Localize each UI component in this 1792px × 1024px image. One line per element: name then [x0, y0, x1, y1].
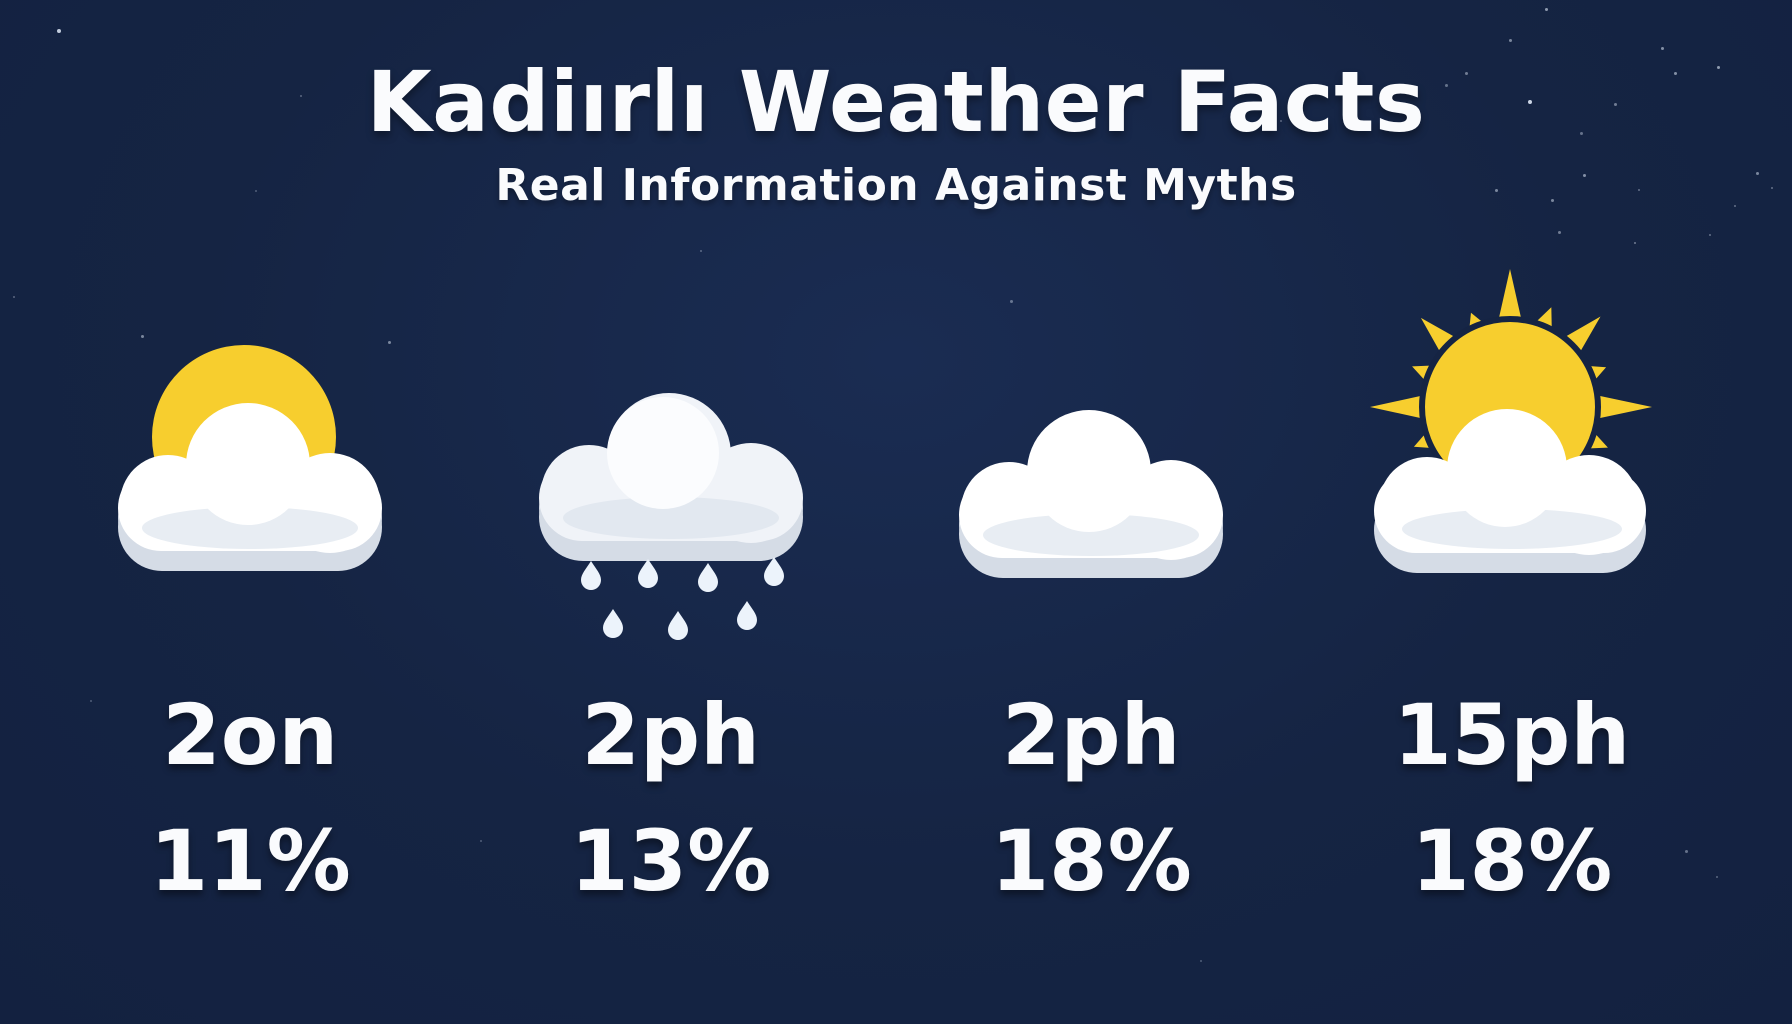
weather-column-partly-cloudy: 2on 11%: [40, 245, 461, 903]
star-dot: [13, 296, 15, 298]
star-dot: [1545, 8, 1548, 11]
stat-value: 13%: [570, 812, 772, 910]
stat-value: 18%: [1411, 812, 1613, 910]
stat-value: 18%: [990, 812, 1192, 910]
stat-label: 15ph: [1393, 686, 1631, 784]
header: Kadiırlı Weather Facts Real Information …: [0, 58, 1792, 211]
weather-column-sunny-cloudy: 15ph 18%: [1302, 245, 1723, 903]
page-subtitle: Real Information Against Myths: [495, 160, 1297, 212]
weather-columns: 2on 11%: [40, 245, 1722, 903]
star-dot: [1709, 234, 1711, 236]
star-dot: [57, 29, 61, 33]
sun-rays-cloud-icon: [1369, 269, 1652, 573]
weather-column-cloudy: 2ph 18%: [881, 245, 1302, 903]
raindrops: [580, 557, 784, 640]
sun-behind-cloud-icon: [118, 345, 383, 571]
stat-value: 11%: [149, 812, 351, 910]
page-title: Kadiırlı Weather Facts: [366, 53, 1426, 151]
star-dot: [1200, 960, 1202, 962]
weather-column-rain: 2ph 13%: [461, 245, 882, 903]
stat-label: 2ph: [581, 686, 760, 784]
rain-cloud-icon: [538, 393, 803, 640]
cloud-icon: [959, 410, 1224, 578]
stat-label: 2on: [162, 686, 339, 784]
star-dot: [1558, 231, 1561, 234]
star-dot: [1509, 39, 1512, 42]
stat-label: 2ph: [1002, 686, 1181, 784]
star-dot: [1634, 242, 1636, 244]
star-dot: [1661, 47, 1664, 50]
